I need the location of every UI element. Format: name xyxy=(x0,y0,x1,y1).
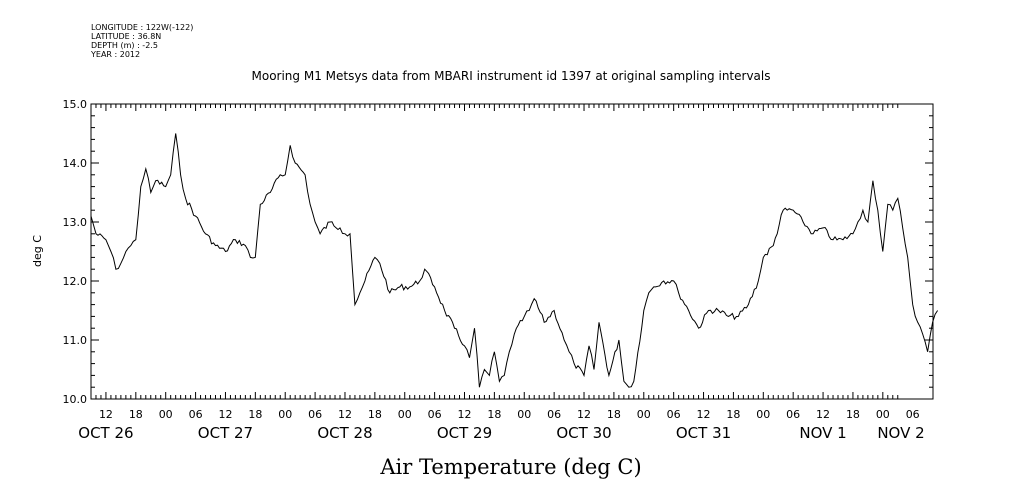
y-tick-label: 15.0 xyxy=(63,98,88,111)
x-hour-label: 12 xyxy=(577,408,591,421)
x-hour-label: 18 xyxy=(129,408,143,421)
x-day-label: OCT 26 xyxy=(78,424,133,442)
x-hour-label: 18 xyxy=(607,408,621,421)
x-day-label: OCT 31 xyxy=(676,424,731,442)
x-hour-label: 18 xyxy=(368,408,382,421)
chart-title: Mooring M1 Metsys data from MBARI instru… xyxy=(252,69,771,83)
x-hour-label: 06 xyxy=(786,408,800,421)
x-axis: 12 18 00 06 12 18 00 06 12 18 00 06 12 18 00 06 12 18 00 06… xyxy=(78,104,925,442)
metadata-depth: DEPTH (m) : -2.5 xyxy=(91,41,158,50)
x-hour-label: 00 xyxy=(159,408,173,421)
x-hour-label: 18 xyxy=(846,408,860,421)
x-hour-label: 06 xyxy=(428,408,442,421)
plot-frame xyxy=(90,103,934,400)
x-hour-label: 00 xyxy=(398,408,412,421)
metadata-year: YEAR : 2012 xyxy=(90,50,140,59)
x-day-label: NOV 2 xyxy=(877,424,924,442)
x-hour-label: 06 xyxy=(667,408,681,421)
y-axis-label: deg C xyxy=(31,235,44,267)
x-day-label: OCT 28 xyxy=(317,424,372,442)
x-hour-label: 06 xyxy=(308,408,322,421)
metadata-latitude: LATITUDE : 36.8N xyxy=(91,32,161,41)
x-hour-label: 12 xyxy=(218,408,232,421)
x-day-label: OCT 29 xyxy=(437,424,492,442)
metadata-longitude: LONGITUDE : 122W(-122) xyxy=(91,23,193,32)
x-hour-label: 12 xyxy=(816,408,830,421)
y-tick-label: 14.0 xyxy=(63,157,88,170)
x-hour-label: 12 xyxy=(697,408,711,421)
x-hour-label: 00 xyxy=(278,408,292,421)
x-day-label: OCT 27 xyxy=(198,424,253,442)
y-axis: 10.0 11.0 12.0 13.0 14.0 15.0 xyxy=(63,98,933,406)
metadata-block: LONGITUDE : 122W(-122) LATITUDE : 36.8N … xyxy=(90,23,193,59)
y-tick-label: 10.0 xyxy=(63,393,88,406)
x-day-label: OCT 30 xyxy=(556,424,611,442)
x-hour-label: 12 xyxy=(338,408,352,421)
y-tick-label: 12.0 xyxy=(63,275,88,288)
x-hour-label: 12 xyxy=(99,408,113,421)
x-hour-label: 00 xyxy=(517,408,531,421)
x-hour-label: 06 xyxy=(906,408,920,421)
y-tick-label: 11.0 xyxy=(63,334,88,347)
air-temperature-line xyxy=(90,133,939,388)
x-hour-label: 12 xyxy=(458,408,472,421)
x-hour-label: 18 xyxy=(487,408,501,421)
x-hour-label: 18 xyxy=(726,408,740,421)
x-hour-label: 00 xyxy=(756,408,770,421)
x-day-label: NOV 1 xyxy=(799,424,846,442)
x-axis-title: Air Temperature (deg C) xyxy=(379,455,641,479)
x-hour-label: 00 xyxy=(637,408,651,421)
x-hour-label: 06 xyxy=(189,408,203,421)
y-tick-label: 13.0 xyxy=(63,216,88,229)
x-hour-label: 00 xyxy=(876,408,890,421)
x-hour-label: 06 xyxy=(547,408,561,421)
x-hour-label: 18 xyxy=(248,408,262,421)
